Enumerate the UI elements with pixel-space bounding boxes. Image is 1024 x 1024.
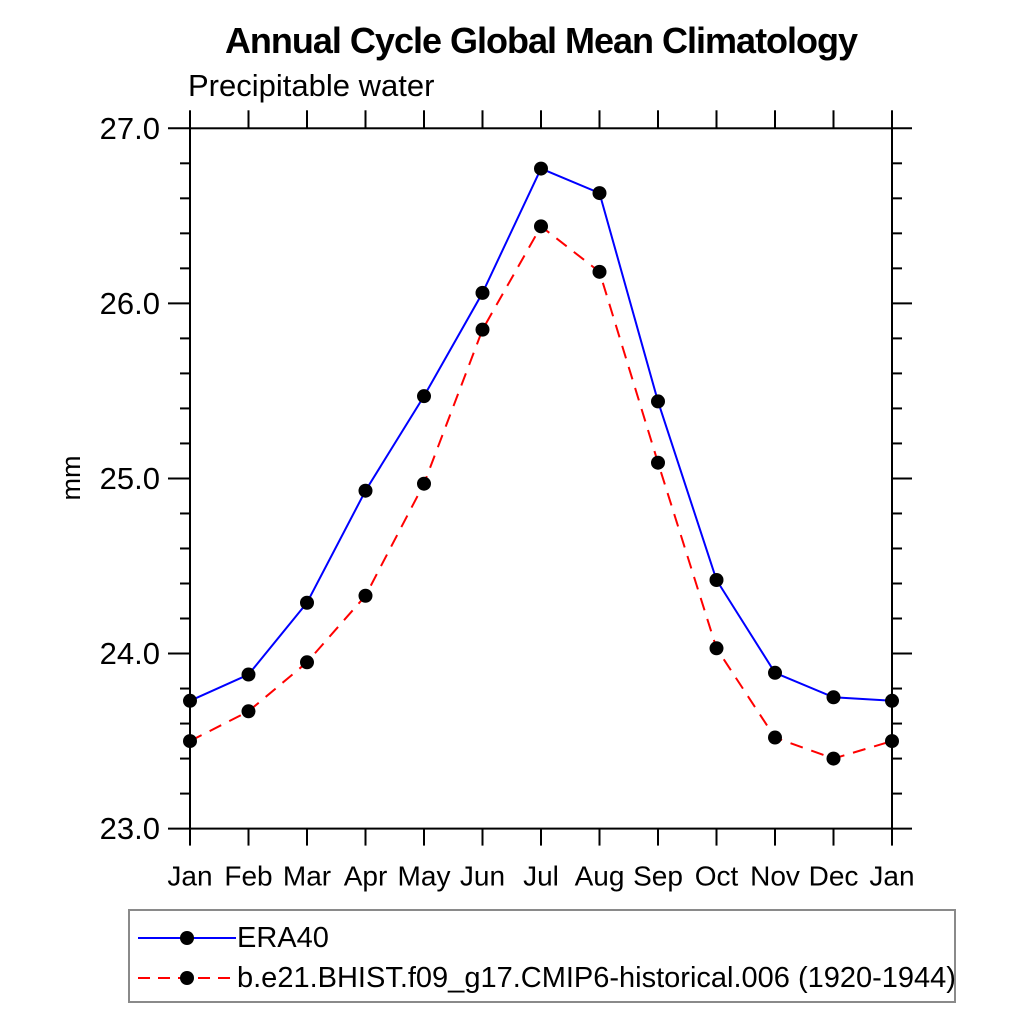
data-point-marker <box>300 595 314 610</box>
data-point-marker <box>183 734 197 749</box>
x-tick-label: May <box>398 861 451 892</box>
y-tick-label: 26.0 <box>100 286 160 321</box>
data-point-marker <box>300 655 314 670</box>
plot-frame <box>189 127 893 830</box>
legend-line-sample-solid <box>138 931 236 945</box>
legend-sample-marker <box>180 971 194 985</box>
x-tick-label: Oct <box>695 861 739 892</box>
legend-label: b.e21.BHIST.f09_g17.CMIP6-historical.006… <box>237 961 956 994</box>
y-tick-label: 23.0 <box>100 811 160 846</box>
data-point-marker <box>885 693 899 708</box>
chart-subtitle: Precipitable water <box>188 68 435 103</box>
legend-sample-marker <box>180 931 194 945</box>
legend-item-cmip6: b.e21.BHIST.f09_g17.CMIP6-historical.006… <box>134 958 956 998</box>
x-tick-label: Feb <box>224 861 272 892</box>
data-point-marker <box>475 322 490 337</box>
data-point-marker <box>885 734 899 749</box>
x-tick-label: Aug <box>575 861 625 892</box>
data-point-marker <box>358 483 373 498</box>
data-point-marker <box>709 572 724 587</box>
x-tick-label: Jun <box>460 861 505 892</box>
x-tick-label: Nov <box>750 861 800 892</box>
data-point-marker <box>592 264 607 279</box>
x-tick-label: Jan <box>167 861 212 892</box>
legend-label: ERA40 <box>237 921 329 954</box>
data-point-marker <box>241 667 256 682</box>
x-tick-label: Apr <box>344 861 388 892</box>
x-tick-label: Mar <box>283 861 331 892</box>
data-point-marker <box>183 693 197 708</box>
data-point-marker <box>417 389 431 404</box>
data-point-marker <box>826 751 841 766</box>
data-point-marker <box>475 285 490 300</box>
x-tick-label: Jan <box>869 861 914 892</box>
chart-title: Annual Cycle Global Mean Climatology <box>224 20 858 61</box>
data-point-marker <box>358 588 373 603</box>
data-point-marker <box>241 704 256 719</box>
y-tick-label: 24.0 <box>100 636 160 671</box>
x-tick-label: Dec <box>809 861 859 892</box>
y-tick-label: 25.0 <box>100 461 160 496</box>
data-point-marker <box>709 641 724 656</box>
legend-item-era40: ERA40 <box>134 918 954 958</box>
x-tick-label: Jul <box>523 861 559 892</box>
y-tick-label: 27.0 <box>100 111 160 146</box>
data-point-marker <box>826 690 841 705</box>
data-point-marker <box>417 476 431 491</box>
data-point-marker <box>534 161 548 176</box>
x-tick-label: Sep <box>633 861 683 892</box>
series-line-solid <box>189 167 893 702</box>
data-point-marker <box>768 665 782 680</box>
data-point-marker <box>651 455 665 470</box>
data-point-marker <box>592 186 607 201</box>
data-point-marker <box>768 730 782 745</box>
legend-line-sample-dashed <box>138 971 236 985</box>
data-point-marker <box>651 394 665 409</box>
legend: ERA40 b.e21.BHIST.f09_g17.CMIP6-historic… <box>128 909 956 1003</box>
data-point-marker <box>534 219 548 234</box>
